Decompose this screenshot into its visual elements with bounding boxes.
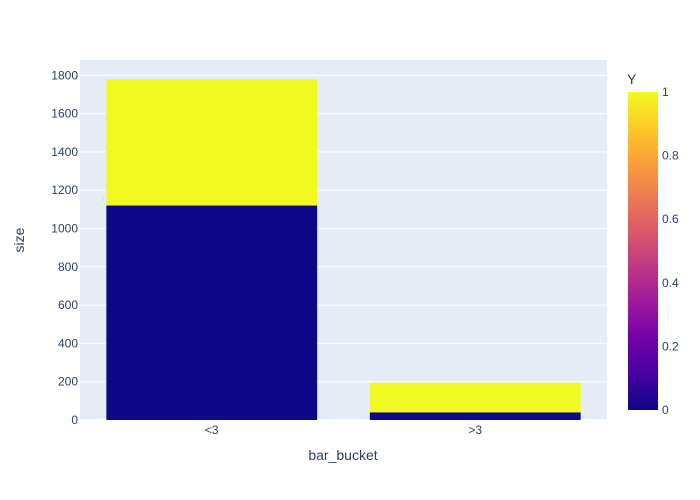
bar-segment	[369, 382, 581, 413]
colorbar	[628, 92, 658, 410]
colorbar-tick-label: 0	[662, 403, 669, 417]
y-tick-label: 1200	[51, 183, 78, 197]
y-axis-title: size	[11, 227, 27, 252]
x-axis-ticks: <3 >3	[205, 423, 483, 437]
y-tick-label: 1000	[51, 222, 78, 236]
colorbar-tick-label: 0.2	[662, 339, 679, 353]
bar-segment	[106, 205, 318, 420]
colorbar-ticks: 0 0.2 0.4 0.6 0.8 1	[662, 85, 679, 417]
x-tick-label: <3	[205, 423, 219, 437]
x-axis-title: bar_bucket	[308, 447, 377, 463]
bar-segment	[106, 79, 318, 206]
y-tick-label: 1600	[51, 107, 78, 121]
colorbar-tick-label: 0.6	[662, 212, 679, 226]
y-tick-label: 0	[71, 413, 78, 427]
x-tick-label: >3	[468, 423, 482, 437]
colorbar-tick-label: 1	[662, 85, 669, 99]
y-tick-label: 800	[58, 260, 78, 274]
y-tick-label: 400	[58, 336, 78, 350]
bars-group	[106, 79, 581, 420]
y-axis-ticks: 0 200 400 600 800 1000 1200 1400 1600 1800	[51, 68, 78, 427]
bar-segment	[369, 412, 581, 420]
y-tick-label: 200	[58, 375, 78, 389]
colorbar-title: Y	[627, 71, 637, 87]
colorbar-tick-label: 0.4	[662, 276, 679, 290]
y-tick-label: 600	[58, 298, 78, 312]
colorbar-tick-label: 0.8	[662, 149, 679, 163]
y-tick-label: 1800	[51, 68, 78, 82]
y-tick-label: 1400	[51, 145, 78, 159]
